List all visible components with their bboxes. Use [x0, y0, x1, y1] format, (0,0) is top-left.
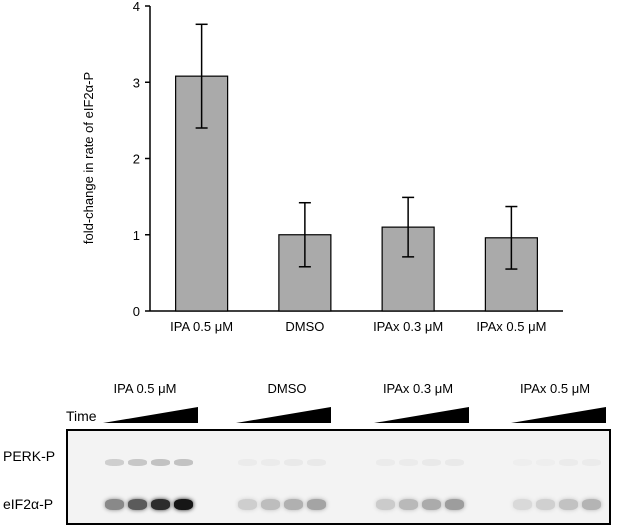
eif2a-band — [128, 499, 147, 510]
y-tick-label: 1 — [133, 228, 140, 243]
y-tick-label: 3 — [133, 75, 140, 90]
perk-band — [559, 459, 578, 466]
x-tick-labels: IPA 0.5 μM DMSO IPAx 0.3 μM IPAx 0.5 μM — [170, 319, 546, 334]
eif2a-band — [174, 499, 193, 510]
time-wedge — [236, 407, 331, 423]
time-label: Time — [66, 408, 97, 424]
perk-band — [582, 459, 601, 466]
error-bars — [195, 23, 518, 270]
blot-condition-label: IPA 0.5 μM — [113, 381, 177, 396]
western-blot — [66, 429, 611, 525]
eif2a-band — [284, 499, 303, 510]
x-tick-label: IPAx 0.5 μM — [476, 319, 546, 334]
x-tick-label: DMSO — [285, 319, 324, 334]
eif2a-band — [261, 499, 280, 510]
bars — [175, 75, 538, 312]
perk-band — [261, 459, 280, 466]
y-axis-label: fold-change in rate of eIF2α-P — [81, 72, 96, 244]
blot-condition-label: IPAx 0.5 μM — [519, 381, 591, 396]
eif2a-band — [513, 499, 532, 510]
eif2a-band — [422, 499, 441, 510]
perk-band — [376, 459, 395, 466]
eif2a-band — [105, 499, 124, 510]
error-bar — [298, 201, 311, 268]
time-wedge — [374, 407, 469, 423]
perk-band — [105, 459, 124, 466]
bar-chart: 0 1 2 3 4 IPA 0.5 μM DMSO IPAx 0.3 μM IPAx 0.5 … — [81, 0, 563, 334]
time-wedge — [511, 407, 606, 423]
error-bar — [505, 205, 518, 270]
perk-band — [238, 459, 257, 466]
perk-band — [445, 459, 464, 466]
perk-band — [399, 459, 418, 466]
eif2a-band — [536, 499, 555, 510]
eif2a-band — [445, 499, 464, 510]
perk-band — [307, 459, 326, 466]
x-tick-label: IPAx 0.3 μM — [373, 319, 443, 334]
y-tick-label: 0 — [133, 304, 140, 319]
eif2a-band — [559, 499, 578, 510]
eif2a-band — [307, 499, 326, 510]
blot-condition-label: DMSO — [267, 381, 307, 396]
y-tick-label: 2 — [133, 152, 140, 167]
perk-band — [128, 459, 147, 466]
perk-band — [513, 459, 532, 466]
y-axis: 0 1 2 3 4 — [133, 0, 151, 319]
time-wedge — [103, 407, 198, 423]
eif2a-band — [151, 499, 170, 510]
perk-band — [284, 459, 303, 466]
perk-p-label: PERK-P — [3, 448, 56, 464]
perk-band — [422, 459, 441, 466]
blot-condition-label: IPAx 0.3 μM — [382, 381, 454, 396]
eif2a-p-label: eIF2α-P — [3, 496, 54, 512]
error-bar — [195, 23, 208, 129]
perk-band — [536, 459, 555, 466]
eif2a-band — [582, 499, 601, 510]
eif2a-band — [376, 499, 395, 510]
perk-band — [151, 459, 170, 466]
eif2a-band — [238, 499, 257, 510]
perk-band — [174, 459, 193, 466]
x-tick-label: IPA 0.5 μM — [170, 319, 233, 334]
error-bar — [402, 196, 415, 258]
y-tick-label: 4 — [133, 0, 140, 14]
eif2a-band — [399, 499, 418, 510]
